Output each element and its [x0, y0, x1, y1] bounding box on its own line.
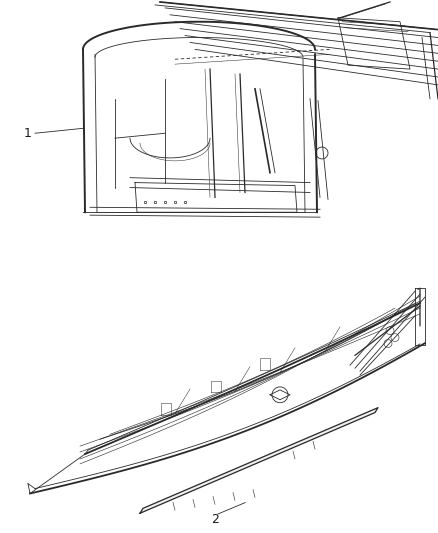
- Text: 2: 2: [211, 513, 219, 526]
- Text: 1: 1: [24, 127, 32, 140]
- Polygon shape: [140, 408, 378, 513]
